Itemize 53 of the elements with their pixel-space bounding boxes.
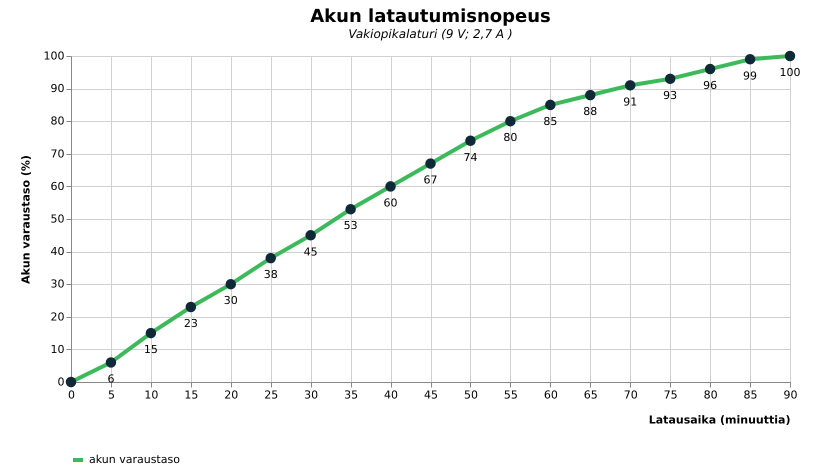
- y-tick-label: 40: [50, 245, 64, 258]
- x-tick-label: 20: [224, 388, 238, 402]
- x-tick-label: 80: [704, 388, 718, 402]
- data-label: 99: [743, 69, 758, 82]
- data-label: 80: [503, 131, 518, 144]
- data-label: 60: [384, 196, 398, 210]
- x-axis-title: Latausaika (minuuttia): [648, 414, 790, 426]
- x-tick-label: 75: [664, 388, 678, 402]
- x-tick-label: 35: [344, 388, 358, 402]
- data-label: 6: [107, 372, 114, 386]
- y-tick-label: 60: [50, 180, 64, 193]
- x-tick-label: 15: [184, 388, 198, 402]
- y-axis-title: Akun varaustaso (%): [20, 155, 33, 284]
- chart-title: Akun latautumisnopeus: [310, 6, 551, 27]
- chart-subtitle: Vakiopikalaturi (9 V; 2,7 A ): [348, 27, 513, 41]
- data-label: 85: [543, 114, 558, 128]
- data-label: 91: [623, 95, 638, 108]
- y-tick-label: 50: [50, 212, 64, 226]
- x-tick-label: 70: [624, 388, 638, 402]
- x-tick-label: 5: [108, 388, 115, 402]
- x-tick-label: 65: [584, 388, 598, 402]
- x-tick-label: 90: [784, 388, 798, 402]
- x-tick-label: 0: [68, 388, 75, 402]
- y-tick-label: 20: [50, 310, 64, 324]
- y-tick-label: 30: [50, 278, 64, 291]
- y-tick-label: 70: [50, 147, 64, 160]
- y-tick-label: 10: [50, 342, 64, 356]
- x-tick-label: 10: [144, 388, 158, 402]
- x-tick-label: 40: [384, 388, 398, 402]
- x-tick-label: 60: [544, 388, 558, 402]
- y-tick-label: 0: [58, 376, 64, 388]
- x-tick-label: 85: [744, 388, 758, 402]
- data-label: 93: [663, 88, 678, 102]
- data-label: 100: [780, 66, 800, 79]
- data-label: 96: [703, 79, 718, 92]
- x-tick-label: 45: [424, 388, 438, 402]
- x-tick-label: 25: [264, 388, 278, 402]
- y-tick-label: 80: [50, 114, 64, 128]
- data-label: 74: [463, 150, 478, 164]
- data-label: 88: [583, 105, 598, 118]
- x-tick-label: 55: [504, 388, 518, 402]
- y-tick-label: 90: [50, 82, 64, 96]
- data-label: 23: [184, 317, 198, 330]
- legend-label: akun varaustaso: [89, 453, 180, 466]
- data-label: 67: [424, 174, 438, 187]
- x-tick-label: 30: [304, 388, 318, 402]
- data-label: 30: [224, 294, 238, 308]
- y-tick-label: 100: [44, 50, 64, 62]
- data-label: 15: [144, 343, 158, 356]
- x-tick-label: 50: [464, 388, 478, 402]
- data-label: 45: [304, 245, 318, 258]
- data-label: 53: [344, 219, 358, 232]
- data-label: 38: [264, 268, 278, 282]
